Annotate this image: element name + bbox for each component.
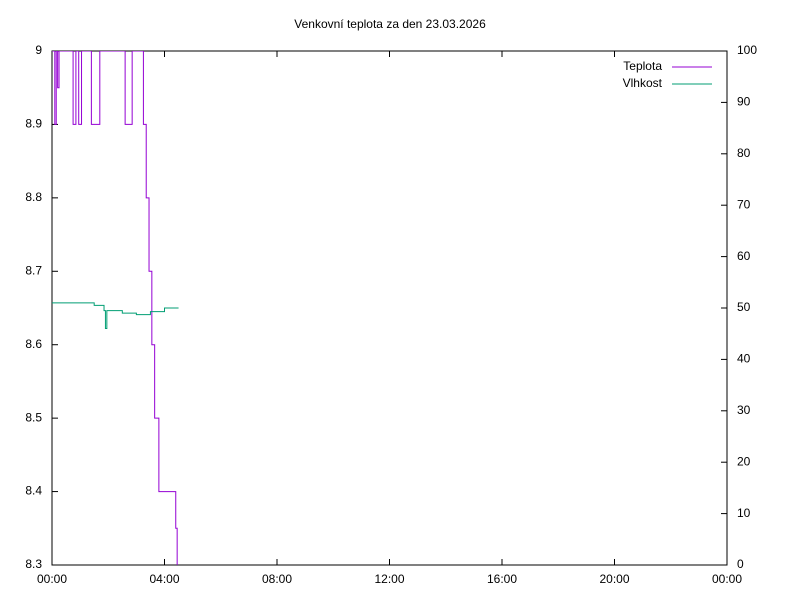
y2-tick-label: 20: [737, 454, 751, 468]
legend-label: Teplota: [623, 59, 662, 73]
x-tick-label: 00:00: [712, 572, 742, 586]
y2-tick-label: 80: [737, 146, 751, 160]
y-tick-label: 8.8: [25, 190, 42, 204]
y2-tick-label: 60: [737, 249, 751, 263]
y2-tick-label: 40: [737, 352, 751, 366]
plot-area: [52, 51, 179, 565]
y2-tick-label: 30: [737, 403, 751, 417]
y-tick-label: 8.7: [25, 263, 42, 277]
y2-tick-label: 100: [737, 43, 757, 57]
x-tick-label: 00:00: [37, 572, 67, 586]
y-tick-label: 8.6: [25, 337, 42, 351]
y2-tick-label: 70: [737, 197, 751, 211]
series-line: [52, 51, 178, 565]
x-tick-label: 20:00: [599, 572, 629, 586]
x-tick-label: 04:00: [149, 572, 179, 586]
y2-tick-label: 50: [737, 300, 751, 314]
x-tick-label: 12:00: [374, 572, 404, 586]
y2-tick-label: 10: [737, 506, 751, 520]
chart-title: Venkovní teplota za den 23.03.2026: [294, 17, 486, 31]
series-line: [52, 302, 179, 330]
legend-label: Vlhkost: [623, 76, 663, 90]
plot-frame: [51, 50, 728, 566]
y2-tick-label: 90: [737, 95, 751, 109]
y-tick-label: 8.9: [25, 117, 42, 131]
y-tick-label: 9: [35, 43, 42, 57]
x-tick-label: 16:00: [487, 572, 517, 586]
y-tick-label: 8.5: [25, 410, 42, 424]
x-tick-label: 08:00: [262, 572, 292, 586]
y2-tick-label: 0: [737, 557, 744, 571]
y-tick-label: 8.4: [25, 484, 42, 498]
y-tick-label: 8.3: [25, 557, 42, 571]
